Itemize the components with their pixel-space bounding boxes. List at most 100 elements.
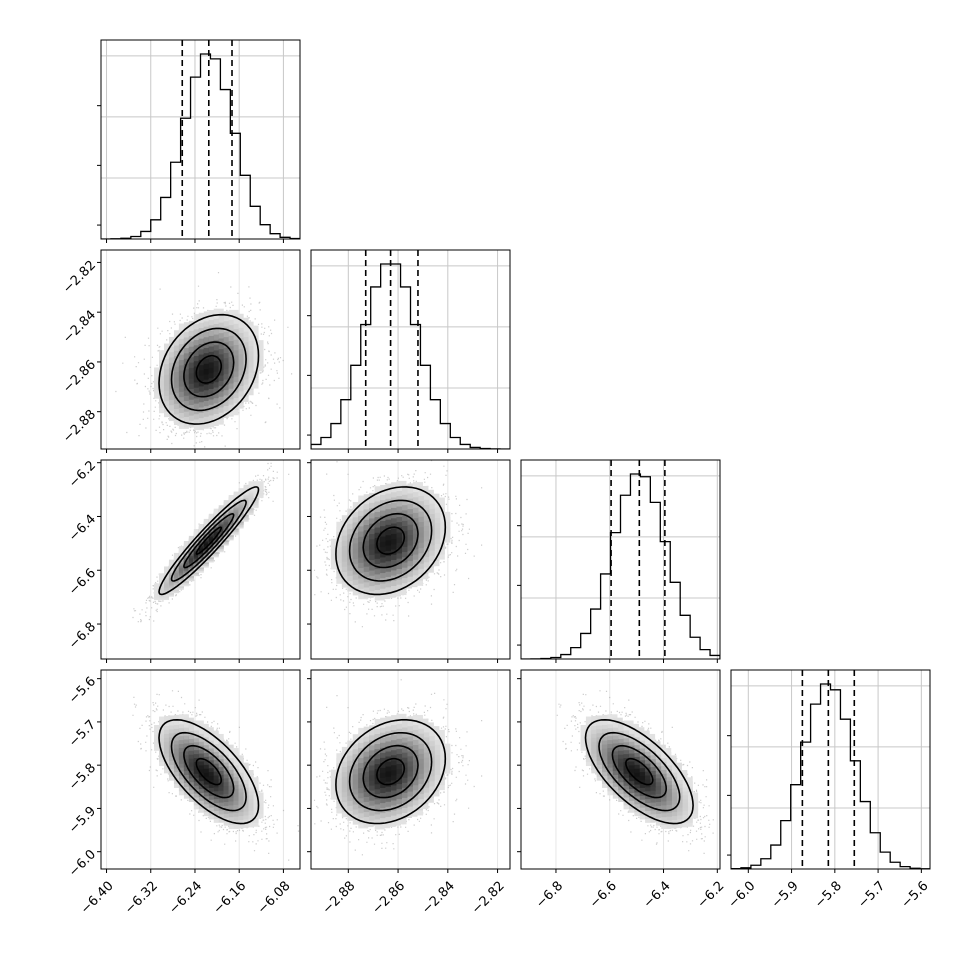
density-cell bbox=[396, 713, 407, 724]
density-cell bbox=[336, 542, 347, 553]
density-cell bbox=[352, 574, 363, 585]
density-cell bbox=[347, 750, 358, 761]
panel-2-1 bbox=[307, 459, 511, 663]
density-cell bbox=[407, 771, 418, 782]
density-cell bbox=[385, 546, 396, 557]
contour-line bbox=[362, 513, 419, 569]
density-cell bbox=[358, 753, 369, 764]
density-cell bbox=[407, 556, 418, 567]
density-cell bbox=[391, 513, 402, 524]
density-cell bbox=[402, 557, 413, 568]
histogram-bar bbox=[191, 77, 201, 239]
density-cell bbox=[661, 748, 672, 759]
histogram-bar bbox=[650, 502, 660, 659]
density-cell bbox=[402, 484, 413, 495]
density-cell bbox=[336, 753, 347, 764]
density-cell bbox=[423, 500, 434, 511]
histogram-bar bbox=[591, 609, 601, 659]
x-tick-label: −5.8 bbox=[812, 879, 845, 912]
density-cell bbox=[380, 547, 391, 558]
density-cell bbox=[429, 530, 440, 541]
density-cell bbox=[352, 548, 363, 559]
density-cell bbox=[336, 537, 347, 548]
density-cell bbox=[418, 564, 429, 575]
x-tick-label: −6.16 bbox=[211, 879, 250, 918]
y-tick-label: −5.8 bbox=[66, 761, 99, 794]
density-cell bbox=[380, 531, 391, 542]
density-cell bbox=[407, 726, 418, 737]
panel-0-0 bbox=[97, 39, 301, 243]
density-cell bbox=[429, 741, 440, 752]
histogram-bar bbox=[171, 162, 181, 239]
density-cell bbox=[347, 524, 358, 535]
density-cell bbox=[440, 532, 451, 543]
histogram-outline bbox=[731, 683, 930, 869]
density-cell bbox=[429, 751, 440, 762]
density-cell bbox=[412, 518, 423, 529]
density-cell bbox=[374, 749, 385, 760]
density-cell bbox=[423, 757, 434, 768]
density-cell bbox=[341, 782, 352, 793]
x-tick-label: −2.88 bbox=[320, 879, 359, 918]
density-cell bbox=[423, 732, 434, 743]
density-cell bbox=[396, 804, 407, 815]
density-cell bbox=[385, 766, 396, 777]
density-cell bbox=[363, 741, 374, 752]
density-cell bbox=[402, 808, 413, 819]
density-cell bbox=[341, 761, 352, 772]
density-cell bbox=[412, 790, 423, 801]
density-cell bbox=[374, 553, 385, 564]
density-cell bbox=[418, 773, 429, 784]
density-cell bbox=[418, 768, 429, 779]
density-cell bbox=[391, 730, 402, 741]
density-cell bbox=[374, 764, 385, 775]
density-cell bbox=[374, 580, 385, 591]
density-cell bbox=[341, 751, 352, 762]
density-cell bbox=[391, 725, 402, 736]
density-cell bbox=[407, 751, 418, 762]
panel-frame bbox=[100, 39, 301, 240]
density-cell bbox=[402, 747, 413, 758]
density-cell bbox=[407, 566, 418, 577]
density-cell bbox=[253, 481, 264, 492]
density-cell bbox=[412, 549, 423, 560]
density-cell bbox=[407, 571, 418, 582]
density-cell bbox=[407, 741, 418, 752]
x-tick-label: −6.32 bbox=[122, 879, 161, 918]
density-cell bbox=[213, 414, 224, 425]
x-tick-label: −2.86 bbox=[369, 879, 408, 918]
histogram-bar bbox=[870, 833, 880, 869]
density-cell bbox=[396, 774, 407, 785]
histogram-bar bbox=[690, 637, 700, 659]
density-cell bbox=[363, 771, 374, 782]
density-cell bbox=[374, 548, 385, 559]
density-cell bbox=[396, 723, 407, 734]
density-cell bbox=[412, 775, 423, 786]
y-tick-label: −2.88 bbox=[60, 407, 99, 446]
density-cell bbox=[396, 814, 407, 825]
density-cell bbox=[396, 517, 407, 528]
density-cell bbox=[396, 743, 407, 754]
density-cell bbox=[363, 567, 374, 578]
density-cell bbox=[369, 513, 380, 524]
density-cell bbox=[369, 815, 380, 826]
density-cell bbox=[380, 578, 391, 589]
histogram-bar bbox=[420, 365, 430, 449]
density-cell bbox=[330, 769, 341, 780]
density-cell bbox=[347, 534, 358, 545]
density-cell bbox=[341, 766, 352, 777]
density-cell bbox=[347, 539, 358, 550]
density-cell bbox=[412, 575, 423, 586]
density-cell bbox=[363, 761, 374, 772]
density-cell bbox=[434, 533, 445, 544]
density-cell bbox=[374, 734, 385, 745]
density-cell bbox=[385, 535, 396, 546]
density-cell bbox=[358, 558, 369, 569]
density-cell bbox=[391, 755, 402, 766]
density-cell bbox=[352, 804, 363, 815]
density-cell bbox=[396, 532, 407, 543]
density-cell bbox=[396, 799, 407, 810]
density-cell bbox=[385, 582, 396, 593]
density-cell bbox=[385, 494, 396, 505]
density-cell bbox=[352, 764, 363, 775]
